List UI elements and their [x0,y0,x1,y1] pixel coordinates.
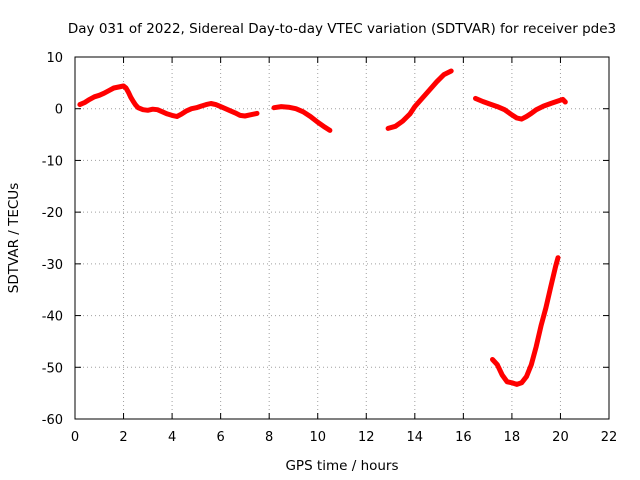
y-tick-label: 10 [46,51,63,66]
x-tick-label: 18 [504,430,521,445]
series-segment-2 [271,104,333,133]
y-tick-label: -10 [42,154,63,169]
series-segment-3 [385,68,454,131]
x-tick-label: 0 [71,430,79,445]
y-tick-label: -20 [42,206,63,221]
y-tick-label: 0 [55,103,63,118]
y-axis-title: SDTVAR / TECUs [6,183,22,293]
x-tick-label: 10 [309,430,326,445]
x-tick-label: 2 [119,430,127,445]
y-tick-label: -30 [42,258,63,273]
x-tick-label: 6 [216,430,224,445]
series-segment-5 [490,255,561,387]
x-tick-label: 22 [601,430,618,445]
chart-title: Day 031 of 2022, Sidereal Day-to-day VTE… [68,21,616,37]
data-series [77,68,568,387]
y-tick-labels: 10 0 -10 -20 -30 -40 -50 -60 [42,51,63,428]
x-tick-labels: 0 2 4 6 8 10 12 14 16 18 20 22 [71,430,617,445]
x-axis-title: GPS time / hours [285,458,398,474]
x-tick-label: 4 [168,430,176,445]
y-tick-label: -60 [42,413,63,428]
x-tick-label: 14 [407,430,424,445]
x-tick-label: 20 [552,430,569,445]
series-segment-4 [473,95,568,122]
plot-frame [74,56,610,420]
x-tick-label: 12 [358,430,375,445]
x-tick-label: 16 [455,430,472,445]
y-tick-label: -40 [42,310,63,325]
y-tick-label: -50 [42,361,63,376]
series-segment-1 [77,83,260,119]
x-tick-label: 8 [265,430,273,445]
